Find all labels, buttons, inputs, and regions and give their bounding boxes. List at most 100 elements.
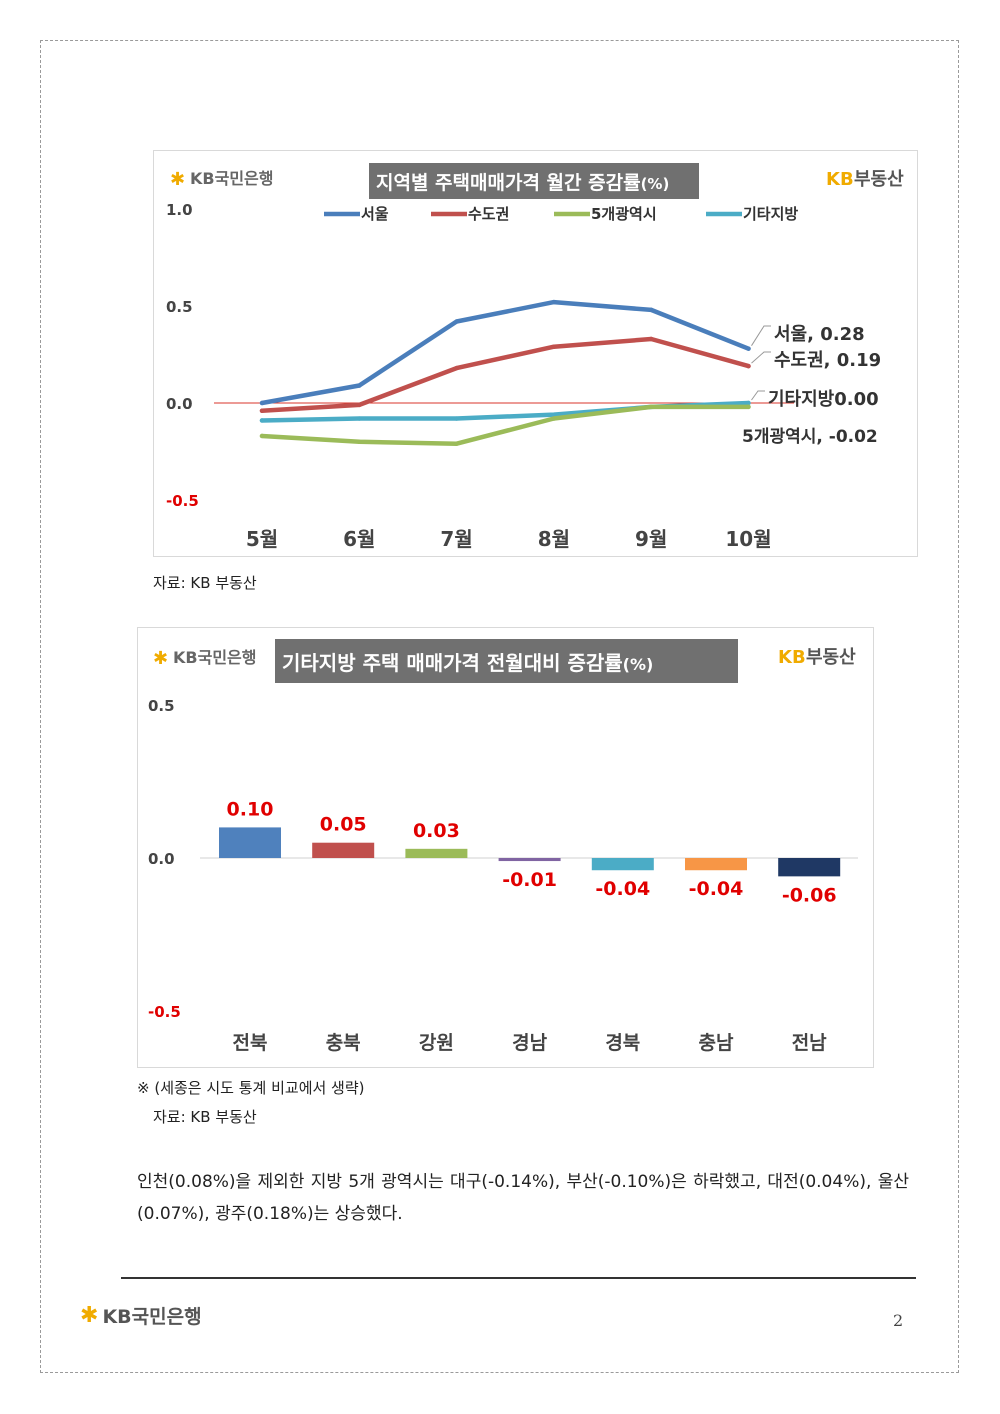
x-axis: 전북 충북 강원 경남 경북 충남 전남: [233, 1032, 828, 1054]
bar-chart: ✱ KB국민은행 기타지방 주택 매매가격 전월대비 증감률(%) KB 부동산…: [148, 639, 858, 1054]
bar-value-label: -0.01: [502, 869, 557, 891]
bar-value-label: 0.10: [227, 798, 274, 820]
data-point: [454, 441, 459, 446]
chart-title-background: [275, 639, 738, 683]
data-point: [259, 418, 265, 423]
x-tick-label: 5월: [246, 527, 278, 551]
data-point: [259, 400, 265, 406]
bar: [778, 858, 841, 877]
data-point: [259, 433, 265, 439]
end-labels: 서울, 0.28 수도권, 0.19 5개광역시, -0.02 기타지방0.00: [742, 324, 881, 447]
series-line: [259, 336, 751, 414]
data-point: [746, 363, 751, 369]
chart1-source: 자료: KB 부동산: [153, 574, 257, 592]
footer-logo: ✱ KB국민은행: [80, 1302, 202, 1329]
page-frame: [40, 40, 959, 1373]
y-tick-label: 1.0: [166, 201, 193, 219]
y-axis: 0.5 0.0 -0.5: [148, 697, 181, 1021]
kb-brand-mark: KB: [826, 169, 854, 190]
data-point: [746, 346, 751, 351]
data-point: [551, 344, 557, 349]
legend-label: 5개광역시: [591, 205, 657, 223]
bar-chart-panel: ✱ KB국민은행 기타지방 주택 매매가격 전월대비 증감률(%) KB 부동산…: [137, 627, 874, 1068]
data-point: [357, 416, 362, 421]
bar: [685, 858, 747, 871]
bar-value-label: 0.03: [413, 820, 460, 842]
kb-star-icon: ✱: [80, 1303, 99, 1328]
y-tick-label: 0.5: [166, 298, 193, 316]
bar: [312, 842, 375, 858]
x-tick-label: 충북: [326, 1032, 361, 1054]
x-tick-label: 10월: [725, 527, 771, 551]
y-tick-label: -0.5: [166, 492, 199, 510]
legend-label: 수도권: [468, 205, 509, 223]
x-tick-label: 7월: [440, 527, 472, 551]
series-end-label: 서울, 0.28: [774, 324, 865, 345]
label-leader-line: [751, 325, 771, 346]
legend-label: 서울: [361, 205, 389, 223]
x-axis: 5월 6월 7월 8월 9월 10월: [246, 527, 772, 551]
kb-star-icon: ✱: [170, 169, 185, 190]
x-tick-label: 전북: [233, 1032, 268, 1054]
series-end-label: 수도권, 0.19: [774, 350, 881, 371]
bar-value-label: 0.05: [320, 814, 367, 836]
chart-title: 지역별 주택매매가격 월간 증감률(%): [376, 172, 669, 194]
y-tick-label: 0.0: [148, 850, 175, 868]
bar-value-label: -0.06: [782, 884, 837, 906]
data-point: [746, 404, 751, 410]
kb-bank-logo-text: KB국민은행: [173, 648, 256, 667]
chart2-note: ※ (세종은 시도 통계 비교에서 생략): [137, 1079, 365, 1097]
bar: [219, 827, 281, 858]
series-end-label: 기타지방0.00: [768, 389, 879, 410]
series-line: [259, 299, 751, 406]
label-leader-line: [751, 351, 771, 364]
y-tick-label: 0.0: [166, 395, 193, 413]
footer-divider: [121, 1277, 916, 1279]
y-tick-label: 0.5: [148, 697, 175, 715]
bar-value-label: -0.04: [595, 878, 650, 900]
x-tick-label: 6월: [343, 527, 375, 551]
kb-brand-name: 부동산: [806, 647, 856, 668]
data-point: [357, 383, 362, 388]
kb-bank-logo: ✱ KB국민은행: [170, 169, 273, 190]
data-point: [649, 404, 654, 410]
chart2-source: 자료: KB 부동산: [153, 1108, 257, 1126]
data-point: [551, 416, 557, 421]
data-point: [551, 299, 557, 305]
data-point: [551, 412, 557, 417]
data-point: [454, 416, 459, 421]
kb-realestate-logo: KB 부동산: [778, 647, 856, 668]
data-point: [454, 319, 459, 324]
data-point: [259, 408, 265, 413]
x-tick-label: 경남: [512, 1032, 547, 1054]
data-point: [454, 365, 459, 371]
x-tick-label: 9월: [635, 527, 667, 551]
x-tick-label: 8월: [538, 527, 570, 551]
chart-title-background: [369, 163, 699, 199]
chart-title: 기타지방 주택 매매가격 전월대비 증감률(%): [282, 651, 653, 675]
data-point: [746, 400, 751, 406]
x-tick-label: 전남: [792, 1032, 827, 1054]
footer-logo-text: KB국민은행: [102, 1306, 202, 1328]
bar-value-label: -0.04: [689, 878, 744, 900]
kb-bank-logo: ✱ KB국민은행: [153, 648, 256, 669]
bar: [498, 858, 561, 862]
kb-brand-name: 부동산: [854, 169, 904, 190]
series-line: [259, 404, 751, 446]
kb-star-icon: ✱: [153, 648, 168, 669]
series-end-label: 5개광역시, -0.02: [742, 427, 878, 447]
bar: [591, 858, 654, 871]
label-leader-line: [751, 390, 765, 401]
data-point: [357, 439, 362, 444]
page-number: 2: [893, 1311, 904, 1330]
kb-brand-mark: KB: [778, 647, 806, 668]
legend-label: 기타지방: [743, 205, 798, 223]
series-lines: [259, 299, 751, 446]
x-tick-label: 경북: [605, 1032, 640, 1054]
kb-bank-logo-text: KB국민은행: [190, 169, 273, 188]
bar: [405, 848, 468, 858]
legend: 서울 수도권 5개광역시 기타지방: [324, 205, 798, 223]
x-tick-label: 강원: [419, 1032, 454, 1054]
